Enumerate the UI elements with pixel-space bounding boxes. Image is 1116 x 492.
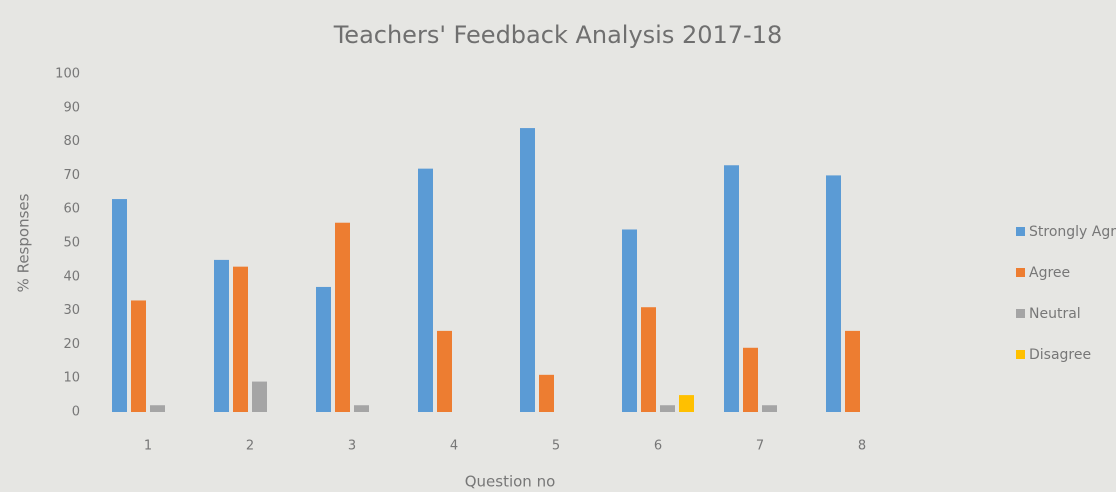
x-tick-label: 1 (144, 439, 152, 454)
bar (520, 128, 535, 412)
y-tick-label: 100 (55, 67, 80, 82)
x-axis-label: Question no (465, 473, 556, 491)
bar (418, 168, 433, 412)
y-tick-label: 20 (63, 337, 80, 352)
bar (743, 347, 758, 412)
bar (214, 259, 229, 412)
y-tick-label: 90 (63, 100, 80, 115)
bar (112, 199, 127, 412)
bar (622, 229, 637, 412)
legend-label: Neutral (1029, 306, 1081, 322)
bar (335, 222, 350, 412)
bar (826, 175, 841, 412)
legend-swatch (1016, 309, 1025, 318)
bar (131, 300, 146, 412)
x-tick-label: 3 (348, 439, 356, 454)
bar (762, 405, 777, 412)
bar (641, 307, 656, 412)
chart-title: Teachers' Feedback Analysis 2017-18 (333, 21, 783, 49)
y-tick-label: 10 (63, 371, 80, 386)
x-tick-label: 2 (246, 439, 254, 454)
y-tick-label: 60 (63, 202, 80, 217)
bar (660, 405, 675, 412)
bar (724, 165, 739, 412)
y-tick-label: 40 (63, 269, 80, 284)
y-tick-label: 0 (72, 405, 80, 420)
x-tick-label: 4 (450, 439, 458, 454)
x-tick-label: 5 (552, 439, 560, 454)
bar (539, 374, 554, 412)
bar (437, 330, 452, 412)
y-tick-label: 30 (63, 303, 80, 318)
y-tick-label: 70 (63, 168, 80, 183)
legend-label: Disagree (1029, 347, 1091, 363)
legend-swatch (1016, 227, 1025, 236)
legend-label: Strongly Agree (1029, 224, 1116, 240)
x-tick-label: 6 (654, 439, 662, 454)
bar (150, 405, 165, 412)
bar (316, 286, 331, 412)
bar (845, 330, 860, 412)
legend-label: Agree (1029, 265, 1070, 281)
legend-swatch (1016, 268, 1025, 277)
legend-swatch (1016, 350, 1025, 359)
x-tick-label: 7 (756, 439, 764, 454)
bar (354, 405, 369, 412)
bar (252, 381, 267, 412)
y-tick-label: 50 (63, 236, 80, 251)
bar (679, 395, 694, 412)
bar (233, 266, 248, 412)
y-axis-label: % Responses (15, 193, 33, 292)
y-tick-label: 80 (63, 134, 80, 149)
x-tick-label: 8 (858, 439, 866, 454)
